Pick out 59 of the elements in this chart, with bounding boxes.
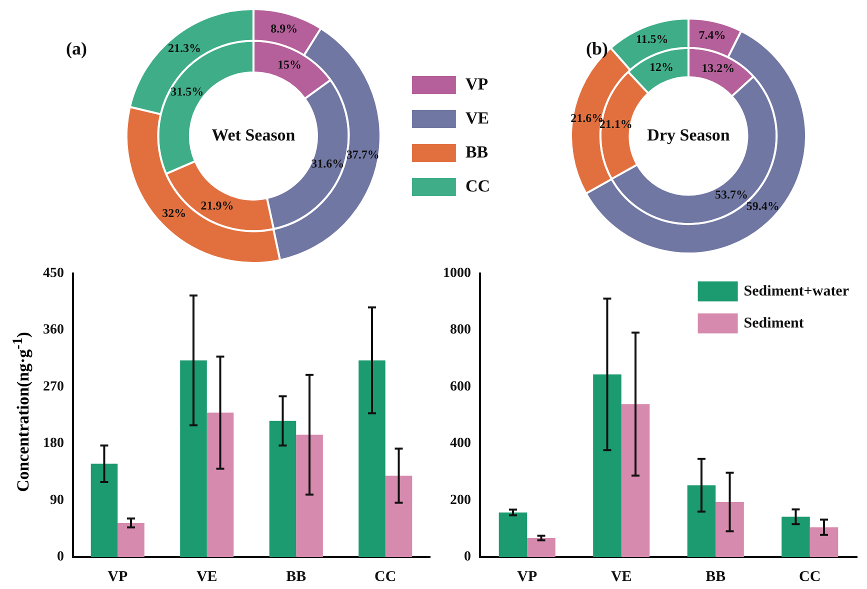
bar [206,412,234,557]
bar [90,464,118,557]
y-tick-label: 90 [50,492,64,508]
y-tick-label: 360 [43,322,64,338]
legend-label: BB [465,142,488,162]
y-tick-label: 270 [43,379,64,394]
y-tick-label: 600 [450,379,471,394]
legend-label: CC [465,176,490,196]
y-tick-label: 800 [450,322,471,338]
data-label: 59.4% [746,199,780,214]
text: (b) [586,38,608,59]
bar [810,527,838,557]
y-tick-label: 200 [450,492,471,508]
data-label: 32% [162,206,186,220]
data-label: 31.5% [170,84,204,99]
data-label: 53.7% [714,188,748,202]
bar [385,476,412,557]
bar [527,538,556,557]
bar [180,360,207,557]
legend-label: Sediment [744,315,804,332]
x-tick-label: BB [286,568,306,585]
x-tick-label: BB [706,568,726,585]
x-tick-label: VP [517,568,538,585]
bar [687,485,716,557]
text: Wet Season [212,125,296,144]
data-label: 12% [649,60,674,74]
legend-label: VP [465,74,488,94]
bar [593,374,622,557]
data-label: 21.3% [168,40,201,55]
bar [716,502,744,557]
data-label: 11.5% [636,32,668,46]
bar [498,512,528,557]
legend-label: VE [465,108,490,128]
bar [621,404,650,557]
x-tick-label: VP [108,568,128,585]
y-tick-label: 400 [450,436,471,452]
data-label: 13.2% [702,60,735,75]
bar [358,360,386,557]
x-tick-label: CC [374,568,396,585]
y-tick-label: 1000 [443,266,471,282]
data-label: 31.6% [311,156,344,170]
x-tick-label: VE [610,568,632,585]
x-tick-label: CC [799,568,821,585]
text: Dry Season [647,125,730,144]
data-label: 7.4% [698,28,726,42]
y-tick-label: 450 [43,266,64,282]
legend-label: Sediment+water [744,283,850,300]
bar [296,434,323,557]
data-label: 15% [278,57,302,72]
text: (a) [66,38,87,59]
data-label: 21.9% [200,198,234,213]
data-label: 8.9% [270,21,298,36]
y-tick-label: 0 [57,550,64,565]
x-tick-label: VE [196,568,218,585]
bar [118,522,144,557]
bar [269,420,296,557]
y-tick-label: 0 [464,550,471,565]
bar [782,516,810,557]
y-tick-label: 180 [43,436,64,452]
